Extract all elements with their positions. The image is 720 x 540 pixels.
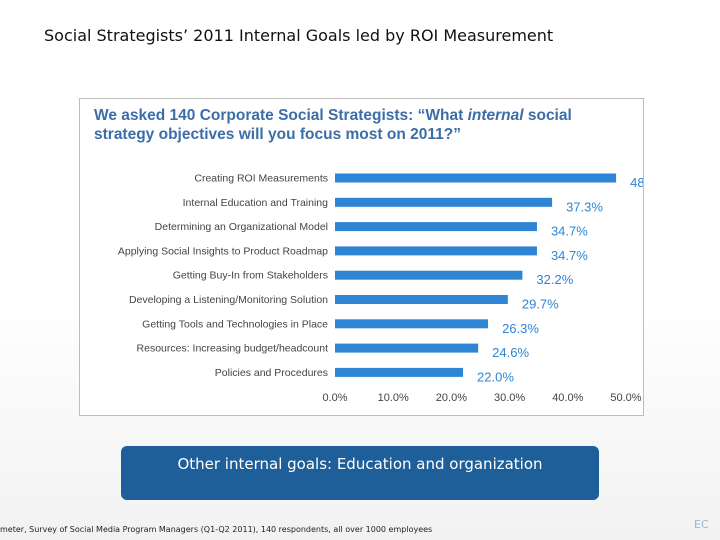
category-label: Resources: Increasing budget/headcount — [137, 343, 329, 355]
bar — [335, 319, 489, 329]
category-label: Policies and Procedures — [215, 367, 328, 379]
bar-value-label: 29.7% — [522, 297, 559, 312]
category-label: Getting Tools and Technologies in Place — [142, 318, 328, 330]
bar-value-label: 22.0% — [477, 369, 514, 384]
source-footnote: meter, Survey of Social Media Program Ma… — [0, 525, 433, 534]
chart-heading-part2: social strategy objectives will you focu… — [94, 107, 572, 143]
chart-heading: We asked 140 Corporate Social Strategist… — [94, 106, 624, 144]
bar-value-label: 26.3% — [502, 321, 539, 336]
category-label: Applying Social Insights to Product Road… — [118, 245, 328, 257]
corner-mark: EC — [694, 518, 709, 531]
bar-chart: Creating ROI Measurements 48.3% Internal E… — [118, 173, 643, 405]
bar-value-label: 34.7% — [551, 248, 588, 263]
category-label: Developing a Listening/Monitoring Soluti… — [129, 294, 328, 306]
bar — [335, 197, 553, 207]
bar — [335, 173, 617, 183]
x-tick-label: 20.0% — [436, 392, 467, 404]
category-label: Determining an Organizational Model — [155, 221, 328, 233]
bar — [335, 246, 537, 256]
bar-value-label: 24.6% — [492, 345, 529, 360]
chart-heading-part1: We asked 140 Corporate Social Strategist… — [94, 107, 468, 124]
x-tick-label: 10.0% — [378, 392, 409, 404]
chart-panel: We asked 140 Corporate Social Strategist… — [79, 98, 644, 416]
bar-value-label: 34.7% — [551, 224, 588, 239]
x-tick-label: 0.0% — [322, 392, 347, 404]
category-label: Internal Education and Training — [183, 197, 329, 209]
bar-value-label: 48.3% — [630, 175, 643, 190]
bar — [335, 295, 508, 304]
bar — [335, 222, 537, 232]
category-label: Creating ROI Measurements — [194, 173, 328, 185]
bar — [335, 343, 479, 353]
bar-value-label: 37.3% — [566, 199, 603, 214]
category-label: Getting Buy-In from Stakeholders — [173, 270, 328, 282]
x-tick-label: 40.0% — [552, 392, 583, 404]
x-tick-label: 30.0% — [494, 392, 525, 404]
bar-value-label: 32.2% — [536, 272, 573, 287]
bar — [335, 367, 464, 377]
callout-box: Other internal goals: Education and orga… — [121, 446, 599, 500]
slide-title: Social Strategists’ 2011 Internal Goals … — [44, 26, 554, 45]
chart-heading-emphasis: internal — [467, 107, 524, 124]
bar — [335, 270, 523, 280]
x-tick-label: 50.0% — [610, 392, 641, 404]
